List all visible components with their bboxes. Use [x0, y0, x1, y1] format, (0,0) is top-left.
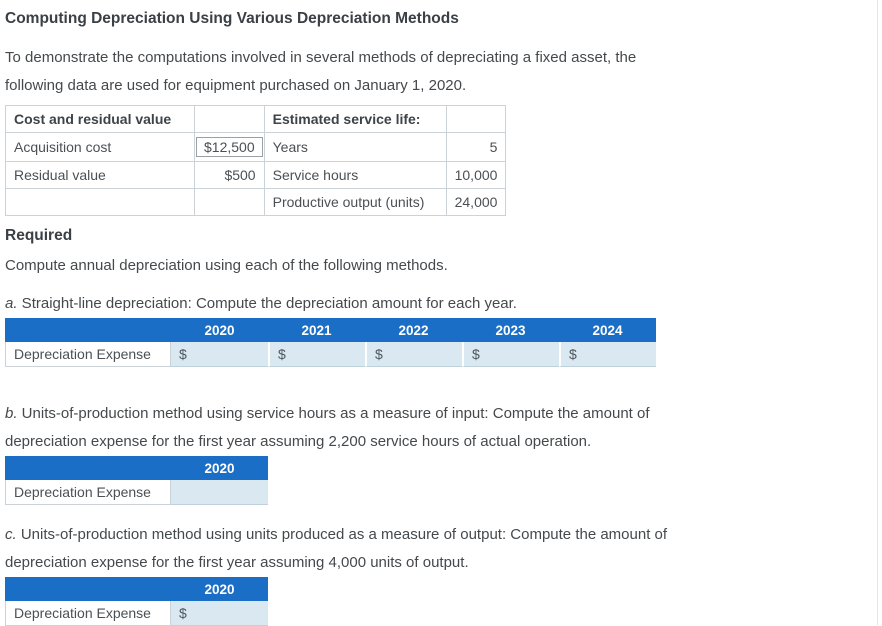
year-header-2020: 2020 — [171, 456, 268, 480]
cell-empty — [194, 188, 265, 216]
table-row: Depreciation Expense $ $ $ $ $ — [5, 342, 656, 367]
answer-cell-2022[interactable]: $ — [365, 342, 462, 367]
methods-intro-text: Compute annual depreciation using each o… — [5, 252, 882, 280]
answer-cell-2021[interactable]: $ — [268, 342, 365, 367]
service-hours-table: 2020 Depreciation Expense — [5, 456, 268, 505]
section-c-letter: c. — [5, 526, 17, 543]
cell-empty — [194, 105, 265, 133]
table-row: Cost and residual value Estimated servic… — [5, 105, 507, 133]
units-output-table: 2020 Depreciation Expense $ — [5, 577, 268, 626]
year-header-2022: 2022 — [365, 318, 462, 342]
year-header-2024: 2024 — [559, 318, 656, 342]
cell-hours-value: 10,000 — [445, 161, 507, 189]
section-b-line-2: depreciation expense for the first year … — [5, 433, 592, 450]
answer-cell-2020[interactable]: $ — [171, 601, 268, 626]
table-row: 2020 — [5, 456, 268, 480]
answer-cell-2020[interactable]: $ — [171, 342, 268, 367]
intro-line-1: To demonstrate the computations involved… — [5, 49, 637, 66]
table-row: Depreciation Expense $ — [5, 601, 268, 626]
corner-header-cell — [5, 456, 171, 480]
cell-acquisition-label: Acquisition cost — [5, 132, 195, 162]
year-header-2023: 2023 — [462, 318, 559, 342]
table-row: Depreciation Expense — [5, 480, 268, 505]
year-header-2020: 2020 — [171, 318, 268, 342]
section-c-instruction: c. Units-of-production method using unit… — [5, 521, 882, 577]
straight-line-table: 2020 2021 2022 2023 2024 Depreciation Ex… — [5, 318, 656, 367]
required-heading: Required — [5, 227, 73, 244]
corner-header-cell — [5, 318, 171, 342]
year-header-2020: 2020 — [171, 577, 268, 601]
section-b-instruction: b. Units-of-production method using serv… — [5, 400, 882, 456]
section-c-line-2: depreciation expense for the first year … — [5, 554, 469, 571]
page-title: Computing Depreciation Using Various Dep… — [5, 10, 459, 27]
section-b-text-1: Units-of-production method using service… — [17, 405, 650, 422]
cell-life-header: Estimated service life: — [263, 105, 447, 133]
section-b-letter: b. — [5, 405, 18, 422]
cell-output-value: 24,000 — [445, 188, 507, 216]
corner-header-cell — [5, 577, 171, 601]
cell-hours-label: Service hours — [263, 161, 447, 189]
table-row: Residual value $500 Service hours 10,000 — [5, 161, 507, 189]
year-header-2021: 2021 — [268, 318, 365, 342]
asset-data-table: Cost and residual value Estimated servic… — [5, 105, 507, 216]
depreciation-expense-label: Depreciation Expense — [5, 480, 171, 505]
depreciation-expense-label: Depreciation Expense — [5, 342, 171, 367]
depreciation-expense-label: Depreciation Expense — [5, 601, 171, 626]
table-row: 2020 2021 2022 2023 2024 — [5, 318, 656, 342]
section-a-letter: a. — [5, 295, 18, 312]
table-row: Acquisition cost $12,500 Years 5 — [5, 132, 507, 162]
section-b-line-1: b. Units-of-production method using serv… — [5, 400, 882, 428]
intro-line-2: following data are used for equipment pu… — [5, 77, 467, 94]
table-row: Productive output (units) 24,000 — [5, 188, 507, 216]
cell-years-label: Years — [263, 132, 447, 162]
section-a-text: Straight-line depreciation: Compute the … — [17, 295, 517, 312]
section-a-instruction: a. Straight-line depreciation: Compute t… — [5, 290, 882, 318]
intro-paragraph: To demonstrate the computations involved… — [5, 44, 882, 100]
section-c-line-1: c. Units-of-production method using unit… — [5, 521, 882, 549]
cell-output-label: Productive output (units) — [263, 188, 447, 216]
cell-residual-value: $500 — [194, 161, 265, 189]
cell-cost-header: Cost and residual value — [5, 105, 195, 133]
cell-acquisition-value: $12,500 — [194, 132, 265, 162]
methods-intro-line: Compute annual depreciation using each o… — [5, 257, 448, 274]
cell-empty — [5, 188, 195, 216]
section-c-text-1: Units-of-production method using units p… — [16, 526, 668, 543]
table-row: 2020 — [5, 577, 268, 601]
acquisition-cost-value-box[interactable]: $12,500 — [196, 137, 263, 157]
answer-cell-2020[interactable] — [171, 480, 268, 505]
answer-cell-2023[interactable]: $ — [462, 342, 559, 367]
page-edge-divider — [877, 0, 878, 625]
answer-cell-2024[interactable]: $ — [559, 342, 656, 367]
cell-empty — [445, 105, 507, 133]
cell-residual-label: Residual value — [5, 161, 195, 189]
cell-years-value: 5 — [445, 132, 507, 162]
